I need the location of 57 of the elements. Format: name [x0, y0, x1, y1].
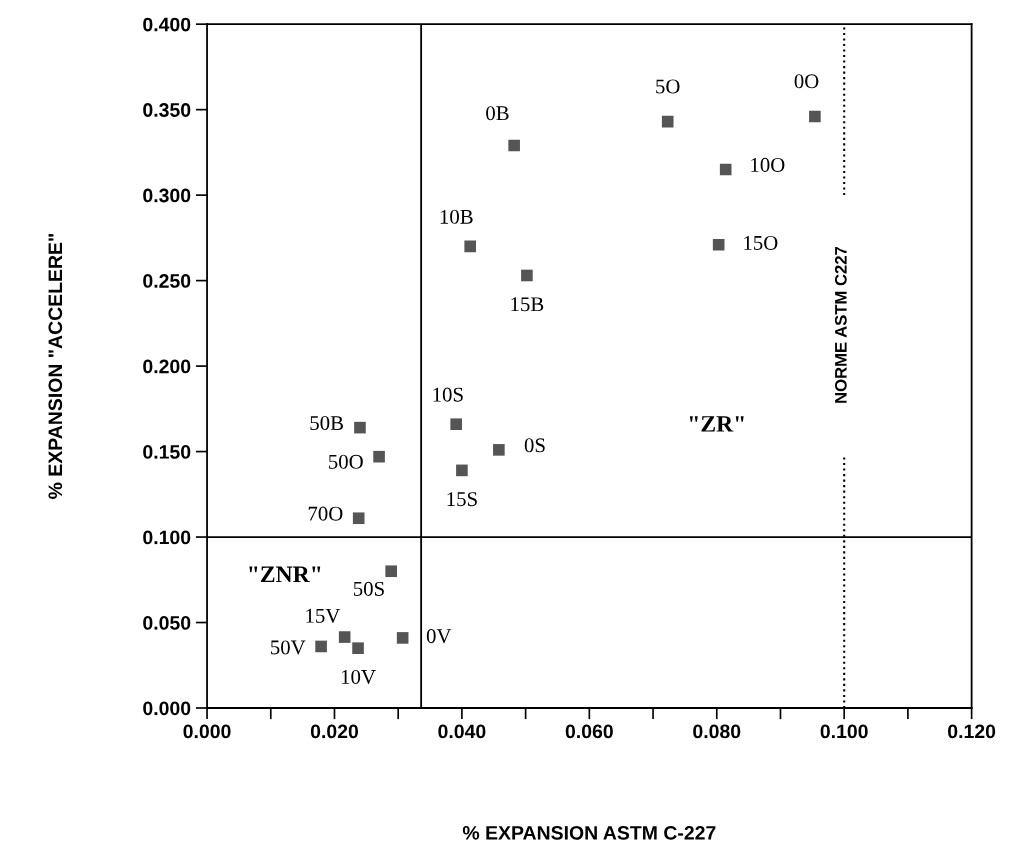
annotation: 10O	[751, 157, 785, 172]
point	[315, 640, 327, 653]
annotation: 0V	[426, 629, 452, 644]
annotation: "ZNR"	[249, 566, 321, 583]
y-tick-label: 0.350	[143, 103, 191, 117]
point	[352, 642, 364, 654]
point	[450, 418, 462, 431]
ref-line-label: NORME ASTM C227	[834, 246, 847, 403]
y-tick-label: 0.100	[143, 530, 191, 545]
point	[508, 139, 520, 152]
annotation: 50S	[353, 581, 384, 596]
point	[809, 110, 821, 123]
annotation: 15B	[511, 297, 544, 312]
annotation: "ZR"	[689, 416, 744, 432]
annotation: 10S	[433, 387, 463, 402]
point	[396, 632, 409, 644]
y-tick-label: 0.200	[143, 359, 191, 374]
point	[493, 444, 505, 456]
y-tick-label: 0.250	[143, 274, 191, 288]
y-tick-label: 0.000	[143, 701, 191, 716]
point	[354, 421, 366, 434]
point	[521, 269, 533, 282]
annotation: 15O	[744, 235, 778, 250]
x-axis-title: % EXPANSION ASTM C-227	[462, 825, 716, 840]
annotation: 0B	[486, 106, 509, 121]
annotation: 70O	[308, 506, 343, 521]
x-tick-label: 0.000	[183, 724, 231, 739]
annotation: 10V	[341, 669, 376, 685]
x-tick-label: 0.060	[565, 724, 613, 739]
annotation: 10B	[440, 209, 473, 224]
y-tick-label: 0.150	[143, 445, 191, 459]
point	[661, 115, 674, 128]
point	[385, 565, 397, 578]
annotation: 0S	[524, 438, 545, 453]
point	[352, 512, 365, 525]
annotation: 50O	[329, 454, 363, 469]
y-tick-label: 0.050	[143, 615, 191, 630]
point	[373, 450, 385, 463]
x-tick-label: 0.080	[693, 724, 741, 739]
x-tick-label: 0.120	[948, 724, 996, 739]
annotation: 50B	[310, 416, 343, 431]
y-tick-label: 0.300	[143, 188, 191, 203]
y-axis-title: % EXPANSION "ACCELERE"	[48, 234, 63, 499]
annotation: 0O	[794, 74, 819, 89]
annotation: 50V	[271, 640, 306, 655]
annotation: 15S	[447, 492, 477, 507]
point	[712, 238, 725, 251]
point	[456, 464, 468, 477]
annotation: 5O	[656, 79, 680, 94]
annotation: 15V	[306, 608, 341, 623]
point	[719, 163, 732, 176]
x-tick-label: 0.020	[310, 724, 359, 739]
y-tick-label: 0.400	[143, 17, 191, 32]
point	[338, 631, 351, 643]
x-tick-label: 0.100	[820, 724, 868, 739]
point	[464, 240, 476, 253]
x-tick-label: 0.040	[438, 724, 486, 739]
